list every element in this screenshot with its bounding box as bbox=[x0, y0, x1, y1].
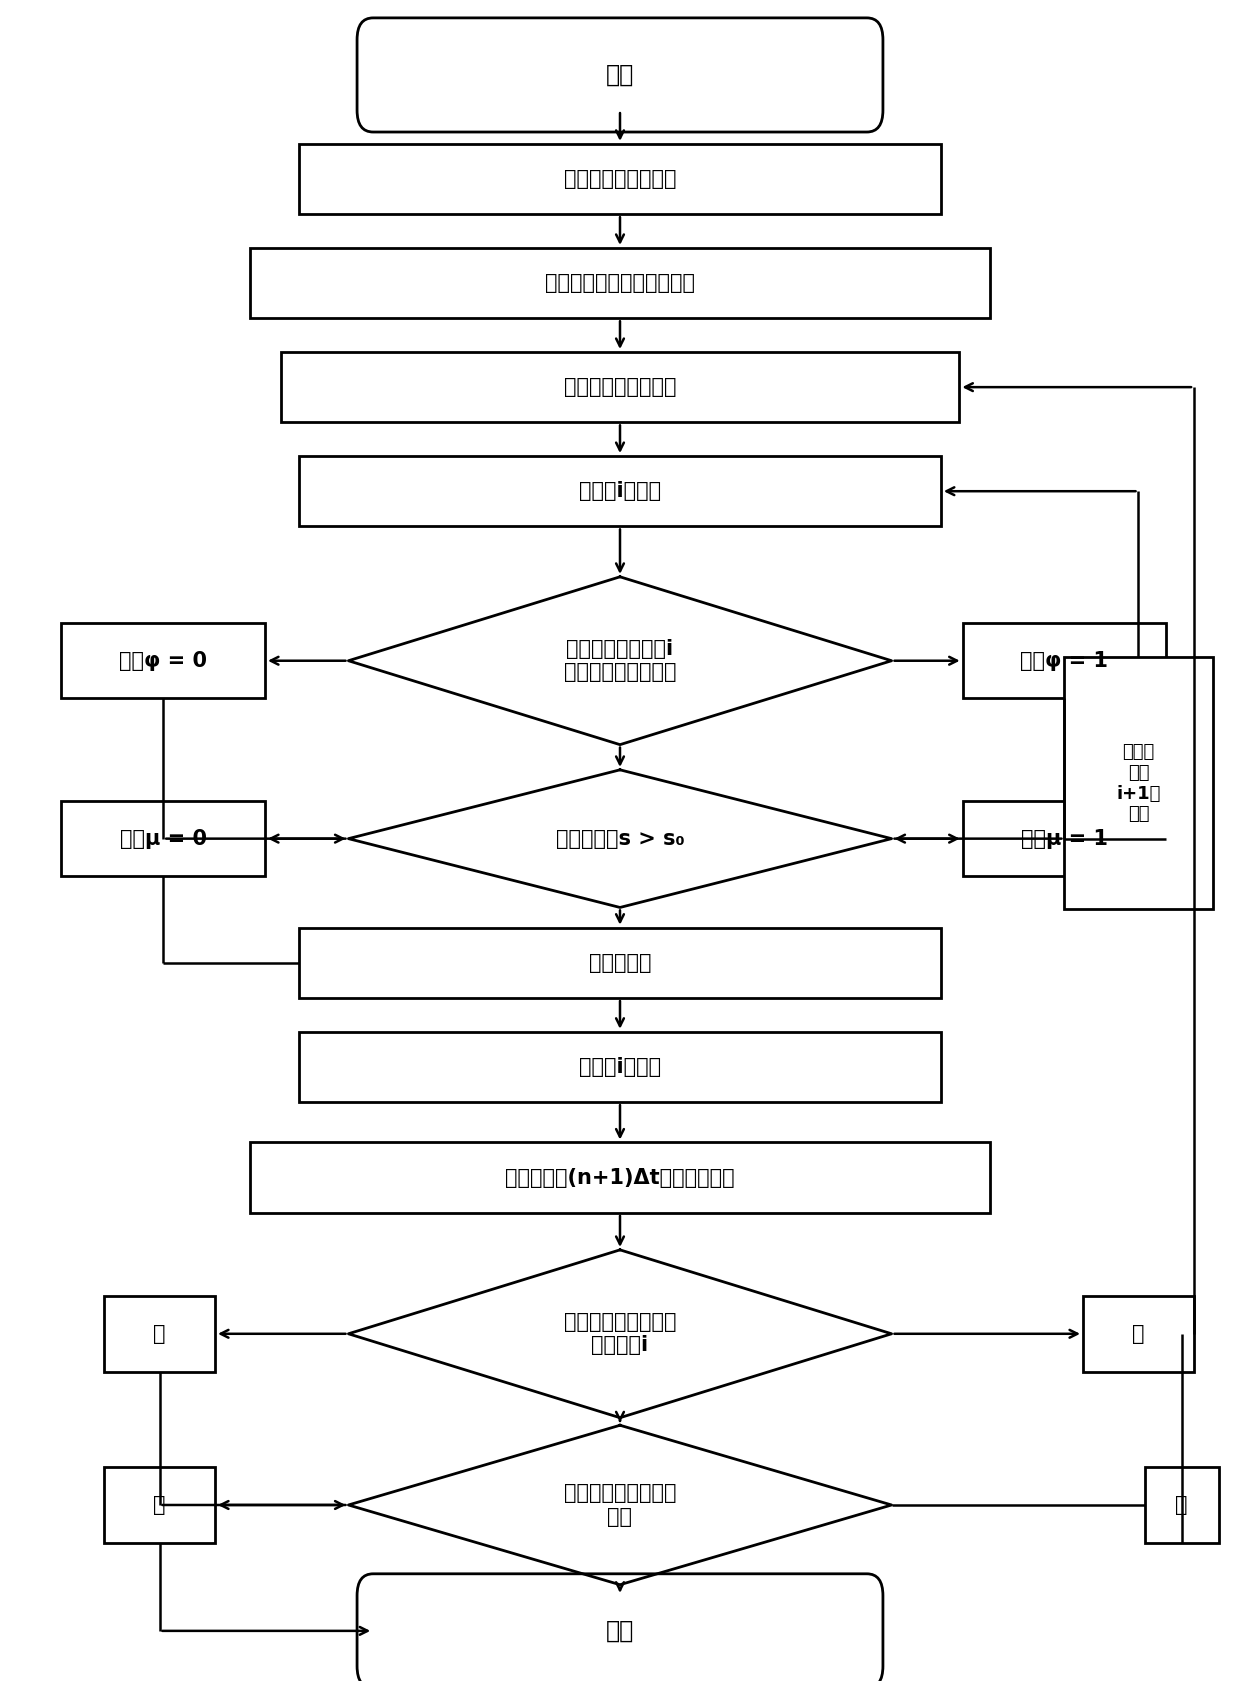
Text: 否：φ = 1: 否：φ = 1 bbox=[1021, 650, 1109, 670]
Text: 判断：是否遍历了所
有物质点i: 判断：是否遍历了所 有物质点i bbox=[564, 1312, 676, 1356]
FancyBboxPatch shape bbox=[357, 1575, 883, 1684]
Bar bbox=[104, 1467, 215, 1543]
Bar bbox=[962, 623, 1167, 699]
Bar bbox=[299, 143, 941, 214]
Text: 物质点i的键力: 物质点i的键力 bbox=[579, 482, 661, 502]
Bar bbox=[249, 1142, 991, 1212]
Bar bbox=[249, 248, 991, 318]
Bar bbox=[962, 802, 1167, 876]
Text: 判断：是否达到平衡
条件: 判断：是否达到平衡 条件 bbox=[564, 1484, 676, 1527]
Text: 物质点i的合力: 物质点i的合力 bbox=[579, 1058, 661, 1076]
Text: 短程排斥力: 短程排斥力 bbox=[589, 953, 651, 973]
FancyBboxPatch shape bbox=[357, 19, 883, 131]
Bar bbox=[1064, 657, 1213, 909]
Bar bbox=[299, 928, 941, 999]
Text: 是：μ = 0: 是：μ = 0 bbox=[120, 829, 207, 849]
Text: 否：μ = 1: 否：μ = 1 bbox=[1021, 829, 1107, 849]
Text: 开挖判断：物质点i
是否位于开挖轮廓内: 开挖判断：物质点i 是否位于开挖轮廓内 bbox=[564, 640, 676, 682]
Bar bbox=[1145, 1467, 1219, 1543]
Text: 是：φ = 0: 是：φ = 0 bbox=[119, 650, 207, 670]
Text: 否: 否 bbox=[1176, 1495, 1188, 1516]
Polygon shape bbox=[348, 578, 892, 744]
Polygon shape bbox=[348, 1250, 892, 1418]
Text: 模型离散化与初始化: 模型离散化与初始化 bbox=[564, 168, 676, 189]
Bar bbox=[299, 1032, 941, 1101]
Polygon shape bbox=[348, 1425, 892, 1585]
Bar bbox=[62, 623, 265, 699]
Text: 否：物
质点
i+1的
键力: 否：物 质点 i+1的 键力 bbox=[1116, 743, 1161, 823]
Bar bbox=[104, 1297, 215, 1371]
Bar bbox=[280, 352, 960, 423]
Text: 结束: 结束 bbox=[606, 1618, 634, 1644]
Text: 损伤判断：s > s₀: 损伤判断：s > s₀ bbox=[556, 829, 684, 849]
Text: 施加边界条件与等效水压力: 施加边界条件与等效水压力 bbox=[546, 273, 694, 293]
Text: 物质点的速度和位移: 物质点的速度和位移 bbox=[564, 377, 676, 397]
Text: 下一时间步(n+1)Δt的速度和位移: 下一时间步(n+1)Δt的速度和位移 bbox=[505, 1167, 735, 1187]
Text: 否: 否 bbox=[1132, 1324, 1145, 1344]
Bar bbox=[62, 802, 265, 876]
Text: 开始: 开始 bbox=[606, 62, 634, 88]
Polygon shape bbox=[348, 770, 892, 908]
Text: 是: 是 bbox=[154, 1495, 166, 1516]
Text: 是: 是 bbox=[154, 1324, 166, 1344]
Bar bbox=[299, 456, 941, 527]
Bar bbox=[1083, 1297, 1194, 1371]
